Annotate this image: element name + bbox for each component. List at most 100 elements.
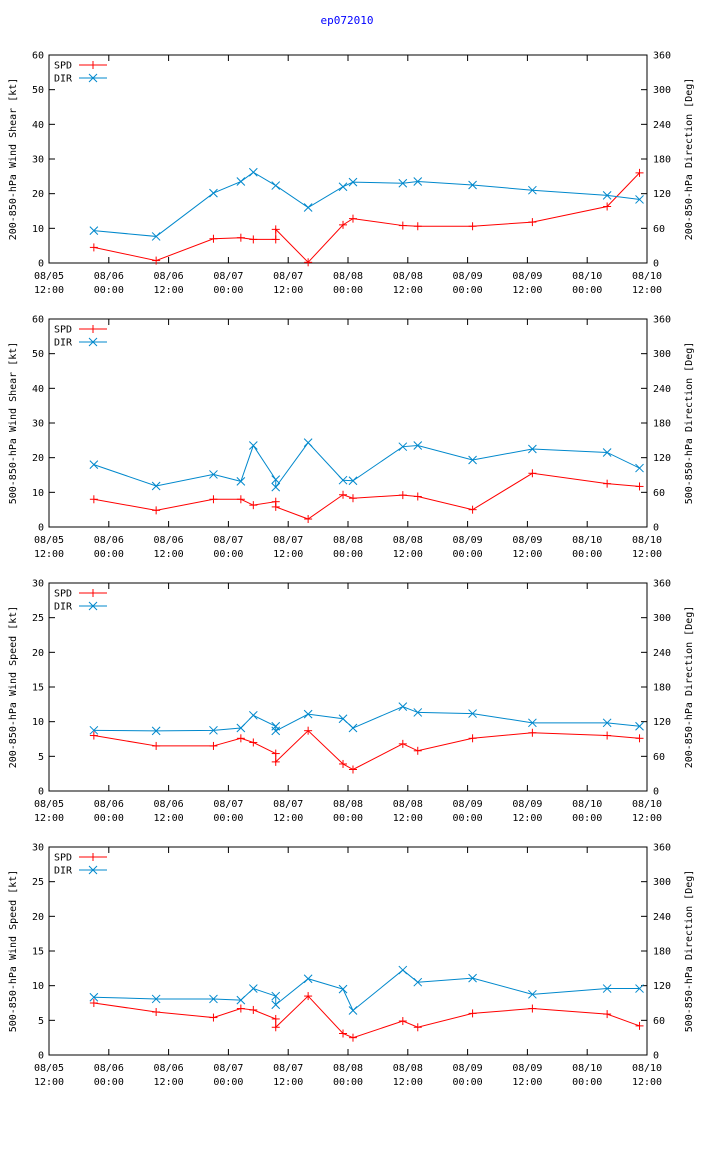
- plot-frame: [48, 846, 648, 1056]
- data-point-dir: [248, 710, 258, 720]
- legend-label: SPD: [54, 325, 72, 336]
- data-point-spd: [89, 731, 98, 740]
- x-tick-time: 12:00: [512, 1077, 542, 1088]
- y-tick-label: 10: [32, 224, 44, 235]
- y2-tick-label: 120: [653, 981, 671, 992]
- y-tick-label: 30: [32, 843, 44, 854]
- x-tick-date: 08/07: [273, 535, 303, 546]
- x-tick-time: 12:00: [154, 1077, 184, 1088]
- data-point-dir: [338, 182, 348, 192]
- data-point-dir: [89, 226, 99, 235]
- x-tick-time: 00:00: [453, 1077, 483, 1088]
- x-tick-time: 12:00: [393, 1077, 423, 1088]
- data-point-dir: [398, 178, 408, 188]
- x-tick-time: 00:00: [572, 285, 602, 296]
- legend-spd: SPD: [54, 589, 107, 600]
- x-tick-date: 08/10: [572, 535, 602, 546]
- data-point-dir: [398, 442, 408, 452]
- series-line-dir: [93, 441, 640, 489]
- data-point-spd: [468, 1009, 477, 1018]
- data-point-spd: [603, 731, 612, 740]
- data-point-dir: [602, 191, 612, 200]
- data-point-spd: [348, 1033, 357, 1042]
- y2-tick-label: 360: [653, 579, 671, 590]
- y-tick-label: 30: [32, 579, 44, 590]
- y2-tick-label: 300: [653, 877, 671, 888]
- series-spd: [89, 726, 644, 774]
- legend-spd: SPD: [54, 61, 107, 72]
- data-point-dir: [271, 475, 281, 484]
- x-tick-time: 00:00: [453, 813, 483, 824]
- series-spd: [89, 992, 644, 1042]
- y2-axis-label: 200-850-hPa Direction [Deg]: [684, 78, 695, 241]
- data-point-dir: [303, 709, 313, 719]
- y2-tick-label: 360: [653, 843, 671, 854]
- data-point-dir: [413, 441, 423, 450]
- y-tick-label: 0: [38, 259, 44, 270]
- chart-panel-3: 05101520253006012018024030036008/0512:00…: [8, 579, 695, 825]
- x-tick-date: 08/05: [34, 1063, 64, 1074]
- x-tick-time: 12:00: [154, 285, 184, 296]
- y2-tick-label: 180: [653, 419, 671, 430]
- data-point-spd: [339, 490, 348, 499]
- data-point-spd: [528, 218, 537, 227]
- y2-tick-label: 60: [653, 224, 665, 235]
- data-point-spd: [398, 491, 407, 500]
- data-point-dir: [635, 984, 644, 993]
- data-point-dir: [248, 984, 258, 993]
- data-point-spd: [339, 1029, 348, 1038]
- x-tick-time: 12:00: [273, 813, 303, 824]
- x-tick-date: 08/09: [453, 535, 483, 546]
- x-tick-time: 12:00: [512, 549, 542, 560]
- y-tick-label: 20: [32, 912, 44, 923]
- x-tick-date: 08/08: [393, 271, 423, 282]
- data-point-spd: [249, 235, 258, 244]
- y2-tick-label: 0: [653, 259, 659, 270]
- legend-label: DIR: [54, 602, 73, 613]
- x-tick-date: 08/10: [572, 271, 602, 282]
- data-point-dir: [398, 965, 408, 975]
- y2-tick-label: 0: [653, 523, 659, 534]
- x-tick-date: 08/06: [154, 535, 184, 546]
- y-tick-label: 25: [32, 877, 44, 888]
- series-spd: [89, 168, 644, 267]
- data-point-dir: [248, 167, 258, 177]
- y2-tick-label: 60: [653, 752, 665, 763]
- data-point-spd: [304, 258, 313, 267]
- data-point-spd: [635, 482, 644, 491]
- y2-tick-label: 360: [653, 315, 671, 326]
- data-point-spd: [209, 741, 218, 750]
- x-tick-date: 08/07: [213, 799, 243, 810]
- x-tick-date: 08/08: [393, 799, 423, 810]
- x-tick-date: 08/09: [453, 1063, 483, 1074]
- x-tick-time: 12:00: [273, 285, 303, 296]
- x-tick-time: 12:00: [34, 285, 64, 296]
- x-tick-time: 00:00: [453, 285, 483, 296]
- data-point-dir: [348, 476, 358, 486]
- y-tick-label: 40: [32, 384, 44, 395]
- x-tick-date: 08/06: [154, 799, 184, 810]
- y2-tick-label: 240: [653, 912, 671, 923]
- x-tick-time: 12:00: [273, 549, 303, 560]
- data-point-spd: [339, 759, 348, 768]
- data-point-spd: [528, 469, 537, 478]
- data-point-dir: [468, 709, 477, 718]
- data-point-spd: [635, 1021, 644, 1030]
- series-spd: [89, 469, 644, 524]
- data-point-dir: [338, 714, 348, 724]
- data-point-spd: [413, 222, 422, 231]
- data-point-dir: [271, 726, 281, 736]
- data-point-spd: [271, 757, 280, 766]
- x-tick-time: 12:00: [393, 549, 423, 560]
- legend-label: SPD: [54, 61, 72, 72]
- y2-tick-label: 240: [653, 648, 671, 659]
- data-point-spd: [236, 1004, 245, 1013]
- x-tick-time: 12:00: [632, 285, 662, 296]
- x-tick-time: 00:00: [94, 285, 124, 296]
- x-tick-date: 08/08: [393, 535, 423, 546]
- x-tick-time: 00:00: [333, 285, 363, 296]
- data-point-dir: [236, 177, 246, 186]
- x-tick-time: 12:00: [273, 1077, 303, 1088]
- data-point-dir: [151, 994, 161, 1004]
- y2-tick-label: 300: [653, 85, 671, 96]
